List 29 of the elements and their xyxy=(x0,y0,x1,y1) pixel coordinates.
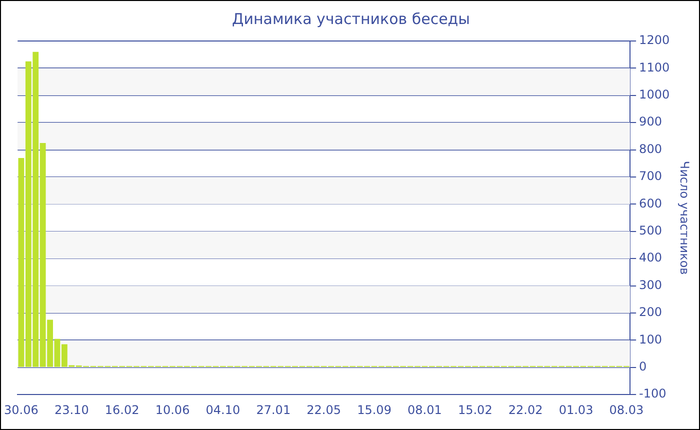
x-tick-label: 04.10 xyxy=(206,402,240,417)
x-tick-label: 22.05 xyxy=(306,402,342,417)
y-tick-label: 1200 xyxy=(639,33,670,48)
x-tick-label: 10.06 xyxy=(155,402,190,417)
y-tick-label: 600 xyxy=(639,196,662,210)
chart-title: Динамика участников беседы xyxy=(232,10,470,28)
x-tick-label: 01.03 xyxy=(558,402,594,417)
x-tick-label: 08.01 xyxy=(408,402,442,417)
x-tick-label: 22.02 xyxy=(508,402,543,417)
x-tick-label: 15.02 xyxy=(458,402,492,417)
x-tick-label: 08.03 xyxy=(609,402,644,417)
x-tick-label: 23.10 xyxy=(54,402,89,417)
y-tick-label: 1000 xyxy=(639,88,670,102)
y-tick-label: 400 xyxy=(639,250,662,265)
y-tick-label: 300 xyxy=(639,278,662,292)
y-tick-label: 700 xyxy=(639,169,662,184)
y-axis-title: Число участников xyxy=(678,160,692,275)
y-tick-label: 800 xyxy=(639,142,662,156)
x-tick-label: 27.01 xyxy=(256,402,291,417)
y-tick-label: 500 xyxy=(639,224,662,238)
y-tick-label: 1100 xyxy=(639,60,670,74)
x-tick-label: 30.06 xyxy=(4,402,38,417)
x-tick-label: 15.09 xyxy=(357,402,392,417)
y-tick-label: 100 xyxy=(639,332,662,346)
x-tick-label: 16.02 xyxy=(104,402,140,417)
y-tick-label: 900 xyxy=(639,114,662,129)
y-tick-label: -100 xyxy=(639,386,666,401)
y-tick-label: 200 xyxy=(639,305,662,320)
y-tick-label: 0 xyxy=(639,360,647,374)
